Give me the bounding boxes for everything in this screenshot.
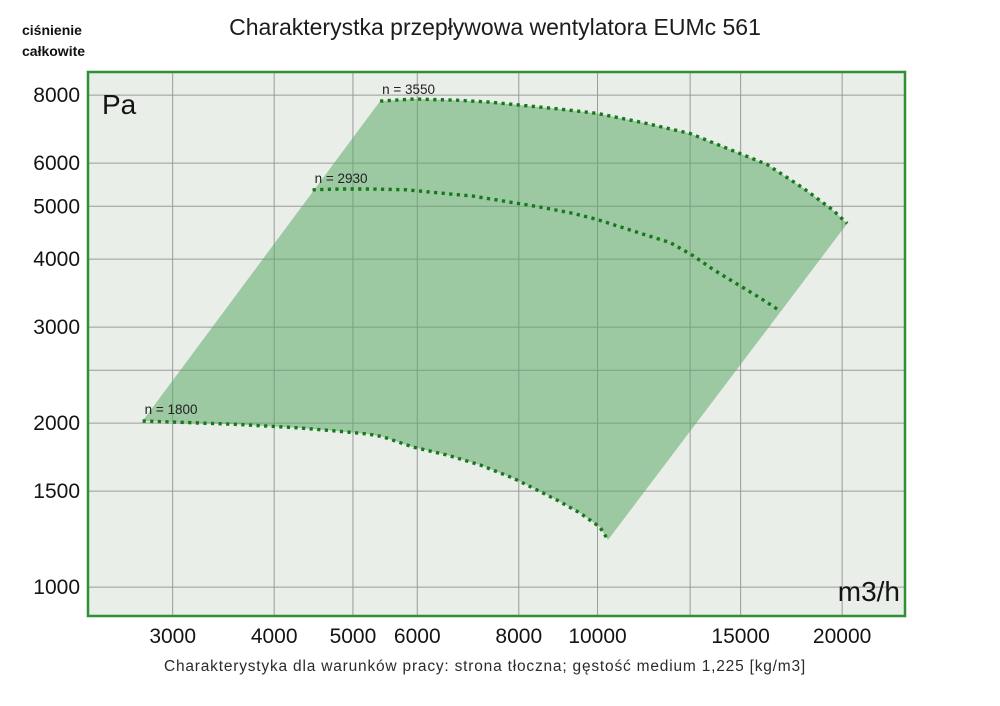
y-axis-title: ciśnienie całkowite [22,20,85,62]
plot-border [86,70,907,618]
y-tick-label-2000: 2000 [33,412,80,435]
x-tick-label-10000: 10000 [568,625,626,648]
x-tick-label-15000: 15000 [711,625,769,648]
x-tick-label-4000: 4000 [251,625,298,648]
x-tick-label-20000: 20000 [813,625,871,648]
chart-title: Charakterystka przepływowa wentylatora E… [229,14,761,40]
curve-n-1800 [142,419,610,541]
x-tick-label-6000: 6000 [394,625,441,648]
caption: Charakterystyka dla warunków pracy: stro… [163,658,807,675]
x-tick-label-8000: 8000 [495,625,542,648]
x-tick-label-3000: 3000 [149,625,196,648]
y-tick-label-6000: 6000 [33,152,80,175]
curve-n-2930 [312,187,780,312]
y-tick-label-8000: 8000 [33,84,80,107]
y-tick-label-1000: 1000 [33,576,80,599]
operating-region [142,99,848,540]
x-tick-label-5000: 5000 [330,625,377,648]
y-axis-title-line1: ciśnienie [22,22,82,38]
y-tick-label-5000: 5000 [33,195,80,218]
y-unit-label: Pa [102,89,137,120]
y-tick-label-1500: 1500 [33,480,80,503]
curve-label-n-3550: n = 3550 [382,82,435,97]
y-tick-label-4000: 4000 [33,248,80,271]
curve-label-n-1800: n = 1800 [145,402,198,417]
x-unit-label: m3/h [838,576,900,607]
y-axis-title-line2: całkowite [22,43,86,59]
curve-label-n-2930: n = 2930 [315,171,368,186]
y-tick-label-3000: 3000 [33,316,80,339]
